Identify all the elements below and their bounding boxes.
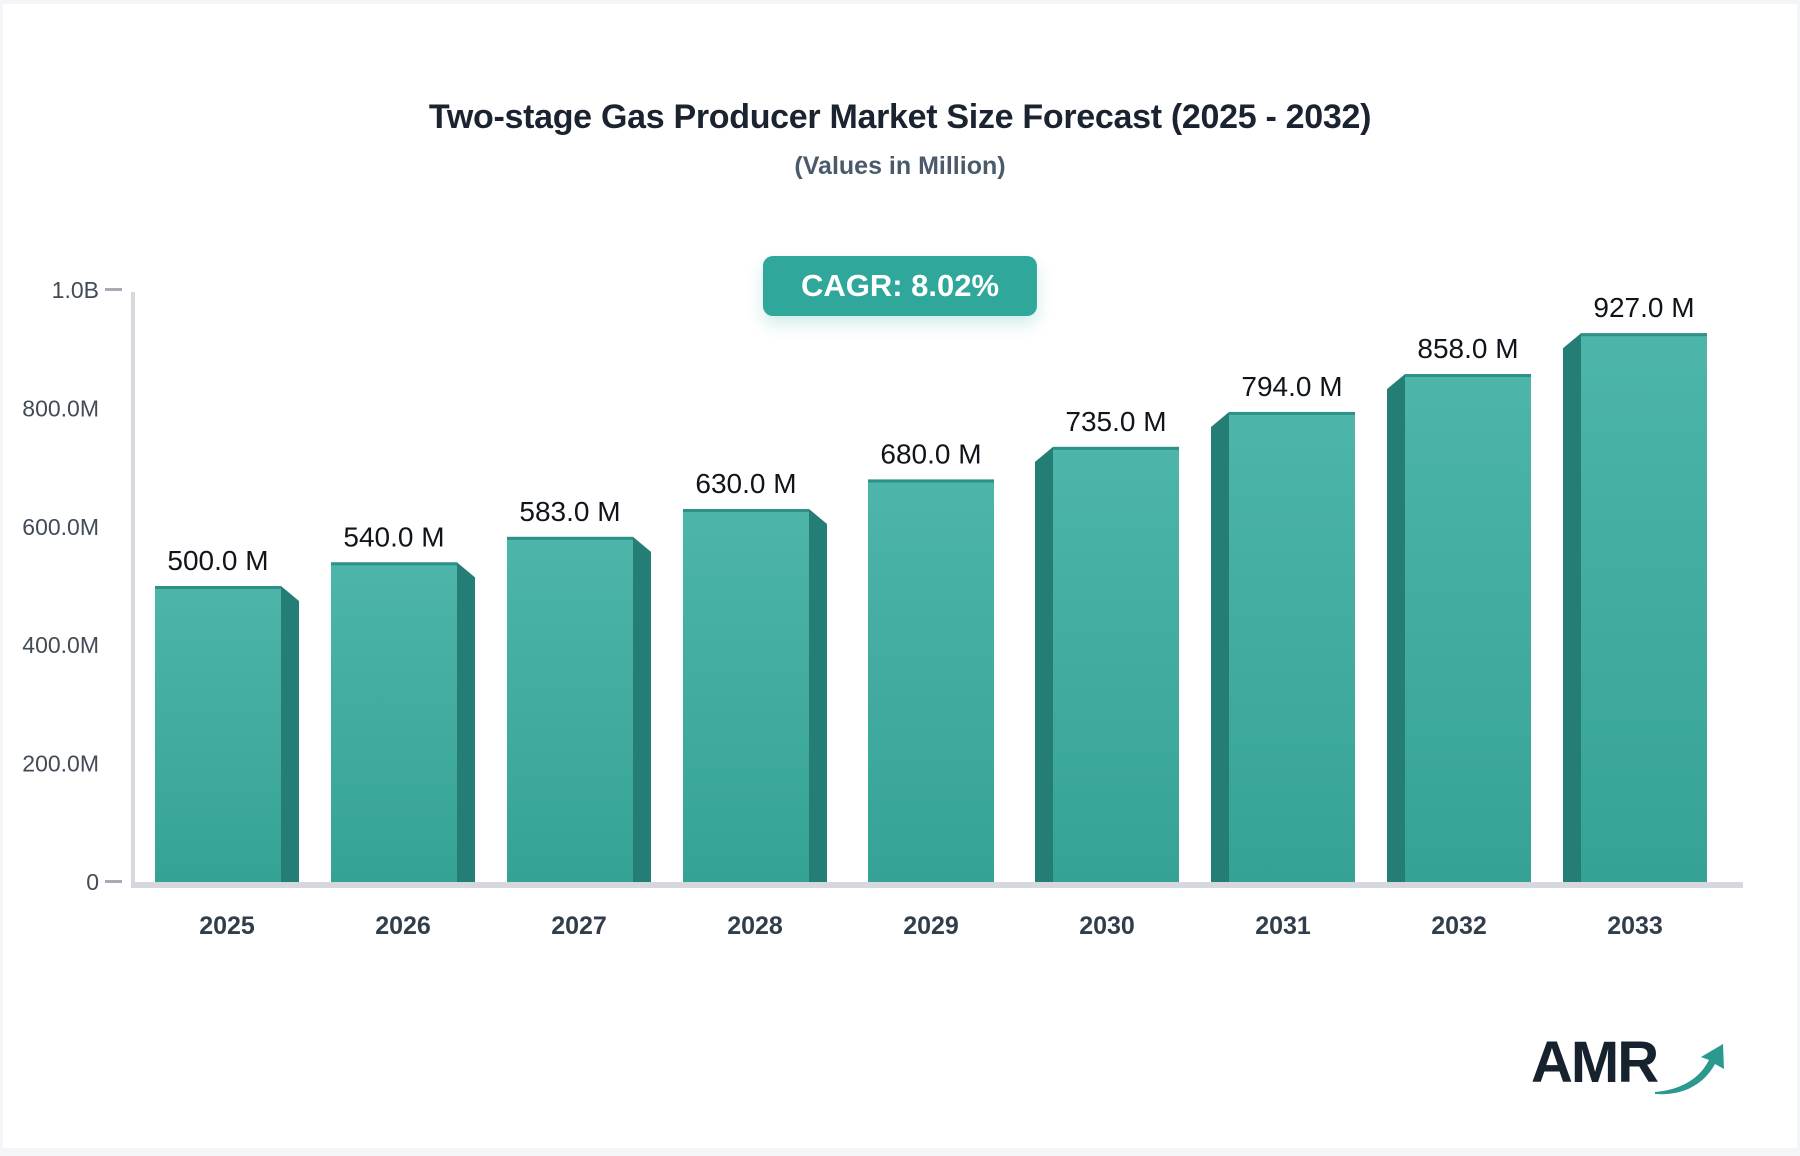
amr-logo: AMR xyxy=(1531,1034,1729,1100)
cagr-badge: CAGR: 8.02% xyxy=(762,256,1038,316)
bar-value-label: 540.0 M xyxy=(343,521,444,552)
x-axis-label: 2033 xyxy=(1607,912,1663,940)
bar-2026 xyxy=(331,562,457,882)
bar-top-edge xyxy=(1581,333,1707,337)
bar-2033 xyxy=(1581,333,1707,882)
x-axis-label: 2028 xyxy=(727,912,783,940)
bar-side-3d xyxy=(809,509,827,882)
amr-logo-text: AMR xyxy=(1531,1030,1659,1095)
bar-top-edge xyxy=(868,479,994,483)
y-axis-tick xyxy=(105,288,122,291)
bar-side-3d xyxy=(457,562,475,882)
bar-2027 xyxy=(507,536,633,882)
x-axis-label: 2030 xyxy=(1079,912,1135,940)
bar-side-3d xyxy=(281,586,299,882)
bar-side-3d xyxy=(633,536,651,882)
bar-top-edge xyxy=(1405,374,1531,378)
chart-subtitle: (Values in Million) xyxy=(794,152,1006,180)
y-axis-tick xyxy=(105,880,122,883)
chart-card: Two-stage Gas Producer Market Size Forec… xyxy=(3,4,1797,1148)
bar-side-3d xyxy=(1387,374,1405,882)
bar-value-label: 630.0 M xyxy=(695,468,796,499)
y-axis-tick-label: 400.0M xyxy=(22,632,99,658)
market-forecast-bar-chart: 1.0B 800.0M 600.0M 400.0M 200.0M 0 500.0 M 2025… xyxy=(22,277,1743,940)
bar-2025 xyxy=(155,586,281,882)
bar-value-label: 500.0 M xyxy=(167,545,268,576)
bar-2031 xyxy=(1229,411,1355,882)
y-axis-tick-label: 200.0M xyxy=(22,751,99,777)
y-axis-tick-label: 1.0B xyxy=(52,277,99,303)
bar-side-3d xyxy=(1563,333,1581,882)
y-axis-line xyxy=(131,292,135,888)
x-axis-label: 2026 xyxy=(375,912,431,940)
x-axis-label: 2027 xyxy=(551,912,607,940)
x-axis-label: 2025 xyxy=(199,912,255,940)
bar-top-edge xyxy=(331,562,457,566)
x-axis-label: 2032 xyxy=(1431,912,1487,940)
bar-top-edge xyxy=(1053,446,1179,450)
bar-value-label: 583.0 M xyxy=(519,496,620,527)
bar-2030 xyxy=(1053,446,1179,882)
bar-value-label: 927.0 M xyxy=(1593,292,1694,323)
x-axis-line xyxy=(131,882,1743,888)
y-axis-tick-label: 600.0M xyxy=(22,514,99,540)
y-axis-tick-label: 800.0M xyxy=(22,395,99,421)
y-axis-tick-label: 0 xyxy=(86,869,99,895)
bar-value-label: 858.0 M xyxy=(1417,333,1518,364)
bar-top-edge xyxy=(1229,411,1355,415)
x-axis-label: 2029 xyxy=(903,912,959,940)
bar-2032 xyxy=(1405,374,1531,882)
bar-value-label: 735.0 M xyxy=(1065,406,1166,437)
bar-2028 xyxy=(683,509,809,882)
bar-side-3d xyxy=(1035,446,1053,882)
amr-logo-arrow-icon xyxy=(1655,1044,1725,1095)
bar-2029 xyxy=(868,479,994,882)
bar-top-edge xyxy=(507,536,633,540)
bar-value-label: 794.0 M xyxy=(1241,371,1342,402)
bar-top-edge xyxy=(155,586,281,589)
bar-value-label: 680.0 M xyxy=(880,438,981,469)
x-axis-label: 2031 xyxy=(1255,912,1311,940)
bar-side-3d xyxy=(1211,411,1229,882)
bar-top-edge xyxy=(683,509,809,513)
chart-title: Two-stage Gas Producer Market Size Forec… xyxy=(428,98,1372,136)
